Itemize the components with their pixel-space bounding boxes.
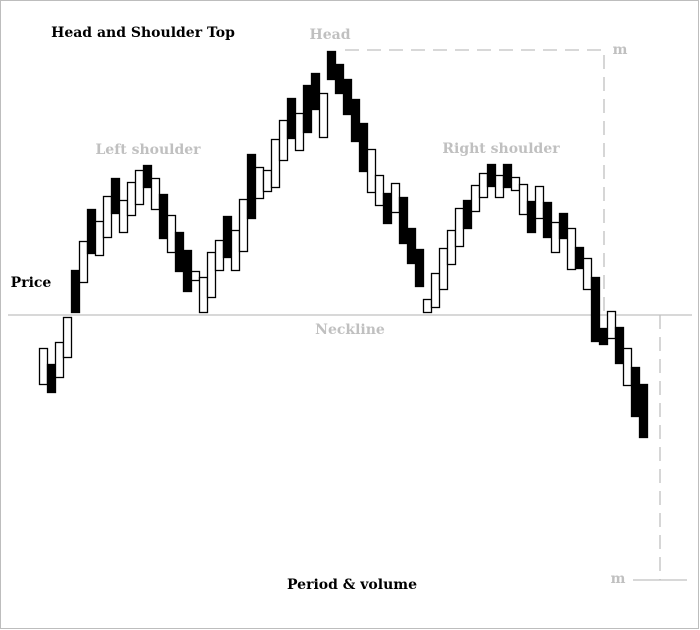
candle-hollow: [390, 182, 401, 214]
candle-filled: [542, 201, 553, 239]
candle-filled: [342, 78, 353, 116]
candle-filled: [526, 200, 537, 234]
candle-filled: [398, 196, 409, 245]
chart-title: Head and Shoulder Top: [51, 25, 235, 41]
candle-filled: [326, 50, 337, 81]
candle-filled: [174, 231, 185, 273]
candle-hollow: [118, 199, 129, 234]
left-shoulder-label: Left shoulder: [95, 142, 201, 158]
candle-hollow: [278, 119, 289, 162]
candle-hollow: [622, 347, 633, 387]
candle-hollow: [510, 176, 521, 192]
right-shoulder-label: Right shoulder: [442, 141, 560, 157]
candle-filled: [222, 215, 233, 259]
candle-filled: [350, 98, 361, 143]
candle-hollow: [126, 181, 137, 217]
candle-filled: [614, 326, 625, 365]
candle-filled: [630, 366, 641, 418]
candle-hollow: [206, 251, 217, 299]
candle-hollow: [62, 316, 73, 359]
candle-filled: [638, 383, 649, 439]
candle-filled: [486, 163, 497, 188]
candle-hollow: [318, 92, 329, 139]
measure-label-bottom: m: [610, 571, 626, 587]
candle-hollow: [102, 195, 113, 239]
candle-hollow: [78, 240, 89, 284]
candle-hollow: [214, 239, 225, 272]
candle-filled: [502, 163, 513, 189]
candle-hollow: [198, 276, 209, 314]
candle-hollow: [518, 183, 529, 216]
period-volume-axis-label: Period & volume: [287, 577, 417, 593]
head-label: Head: [309, 27, 351, 43]
candle-hollow: [470, 184, 481, 213]
candle-filled: [302, 84, 313, 134]
price-axis-label: Price: [10, 275, 52, 291]
candle-hollow: [230, 229, 241, 272]
neckline-label: Neckline: [315, 322, 385, 338]
candle-hollow: [190, 270, 201, 282]
candle-hollow: [134, 169, 145, 206]
candle-hollow: [38, 347, 49, 386]
candle-hollow: [166, 214, 177, 254]
candle-filled: [110, 177, 121, 215]
candle-filled: [182, 249, 193, 293]
candle-hollow: [422, 298, 433, 314]
candle-filled: [598, 327, 609, 346]
candle-hollow: [150, 177, 161, 211]
candle-filled: [142, 164, 153, 189]
candle-filled: [558, 212, 569, 240]
candle-hollow: [94, 220, 105, 257]
candle-hollow: [366, 148, 377, 194]
candle-hollow: [582, 257, 593, 291]
candle-hollow: [238, 198, 249, 253]
candle-hollow: [494, 174, 505, 199]
candle-filled: [334, 63, 345, 95]
candle-hollow: [566, 227, 577, 271]
candle-filled: [382, 192, 393, 225]
measure-label-top: m: [612, 42, 628, 58]
candle-hollow: [254, 166, 265, 200]
candle-filled: [86, 208, 97, 255]
candle-filled: [70, 269, 81, 314]
candle-filled: [310, 72, 321, 111]
candle-hollow: [534, 185, 545, 220]
candle-hollow: [454, 207, 465, 248]
candle-filled: [462, 199, 473, 230]
candle-hollow: [262, 169, 273, 193]
candle-hollow: [478, 172, 489, 199]
candle-filled: [358, 122, 369, 173]
candle-filled: [406, 227, 417, 265]
candle-filled: [590, 276, 601, 343]
candle-hollow: [374, 174, 385, 207]
candle-filled: [46, 363, 57, 394]
candle-hollow: [606, 310, 617, 340]
candle-filled: [574, 246, 585, 270]
candle-filled: [158, 193, 169, 240]
candle-hollow: [270, 138, 281, 189]
candle-hollow: [294, 112, 305, 152]
candle-filled: [414, 248, 425, 288]
candle-hollow: [54, 341, 65, 379]
candle-hollow: [430, 272, 441, 309]
candle-hollow: [438, 247, 449, 291]
candle-hollow: [550, 221, 561, 254]
candle-hollow: [446, 229, 457, 266]
candle-filled: [246, 153, 257, 220]
candle-filled: [286, 97, 297, 140]
candles: [38, 50, 649, 439]
